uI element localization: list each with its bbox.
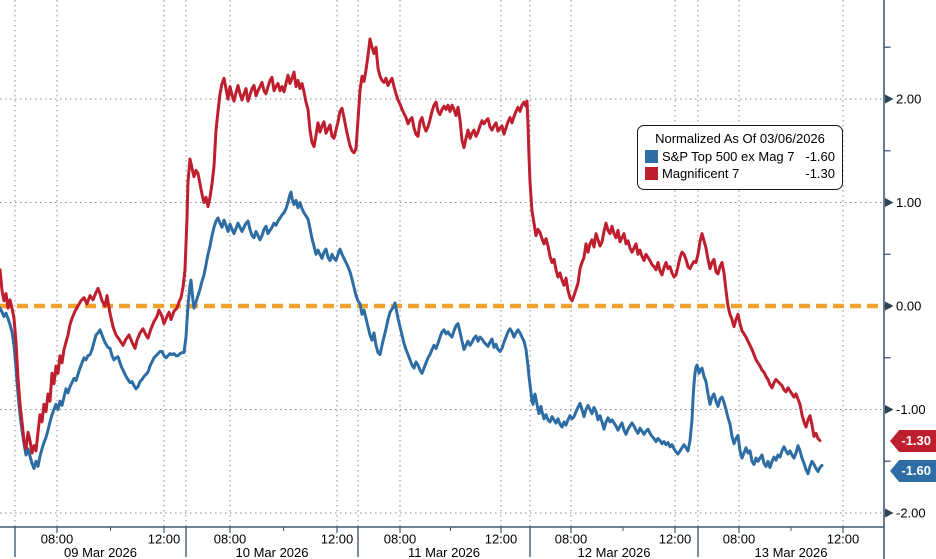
legend-title: Normalized As Of 03/06/2026 [655, 131, 825, 146]
y-tick-arrow-icon [885, 405, 894, 414]
x-time-label: 08:00 [214, 532, 247, 547]
y-axis-label: -2.00 [896, 506, 926, 521]
legend-row-magnificent-7[interactable]: Magnificent 7 -1.30 [645, 165, 835, 183]
last-price-badge-magnificent-7: -1.30 [890, 430, 936, 452]
legend-series-value: -1.30 [805, 166, 835, 182]
series-swatch-icon [645, 167, 658, 181]
y-tick-arrow-icon [885, 198, 894, 207]
x-date-label: 10 Mar 2026 [236, 545, 309, 559]
legend-series-label: Magnificent 7 [662, 166, 740, 182]
series-line [0, 190, 824, 476]
x-time-label: 08:00 [384, 532, 417, 547]
x-date-label: 11 Mar 2026 [408, 545, 480, 559]
series-swatch-icon [645, 149, 658, 163]
legend-series-label: S&P Top 500 ex Mag 7 [662, 148, 795, 164]
y-tick-arrow-icon [885, 508, 894, 518]
y-axis-label: 0.00 [896, 299, 921, 314]
series-line [0, 37, 822, 455]
x-time-label: 12:00 [148, 532, 181, 547]
x-time-label: 12:00 [485, 532, 518, 547]
legend-series-value: -1.60 [805, 148, 835, 164]
y-tick-arrow-icon [885, 94, 894, 104]
last-price-badge-sp-top-500-ex-mag-7: -1.60 [890, 460, 936, 482]
x-time-label: 12:00 [827, 532, 860, 547]
x-date-label: 12 Mar 2026 [578, 545, 651, 559]
y-axis-label: -1.00 [896, 402, 926, 417]
legend-row-sp-top-500-ex-mag-7[interactable]: S&P Top 500 ex Mag 7 -1.60 [645, 148, 835, 166]
x-time-label: 08:00 [41, 532, 74, 547]
x-date-label: 09 Mar 2026 [64, 545, 137, 559]
legend-box: Normalized As Of 03/06/2026 S&P Top 500 … [637, 125, 843, 190]
y-tick-arrow-icon [885, 301, 894, 311]
y-axis-label: 2.00 [896, 92, 921, 107]
x-time-label: 12:00 [659, 532, 692, 547]
x-date-label: 13 Mar 2026 [755, 545, 828, 559]
x-time-label: 12:00 [321, 532, 354, 547]
x-time-label: 08:00 [723, 532, 756, 547]
x-time-label: 08:00 [555, 532, 588, 547]
y-axis-label: 1.00 [896, 195, 921, 210]
